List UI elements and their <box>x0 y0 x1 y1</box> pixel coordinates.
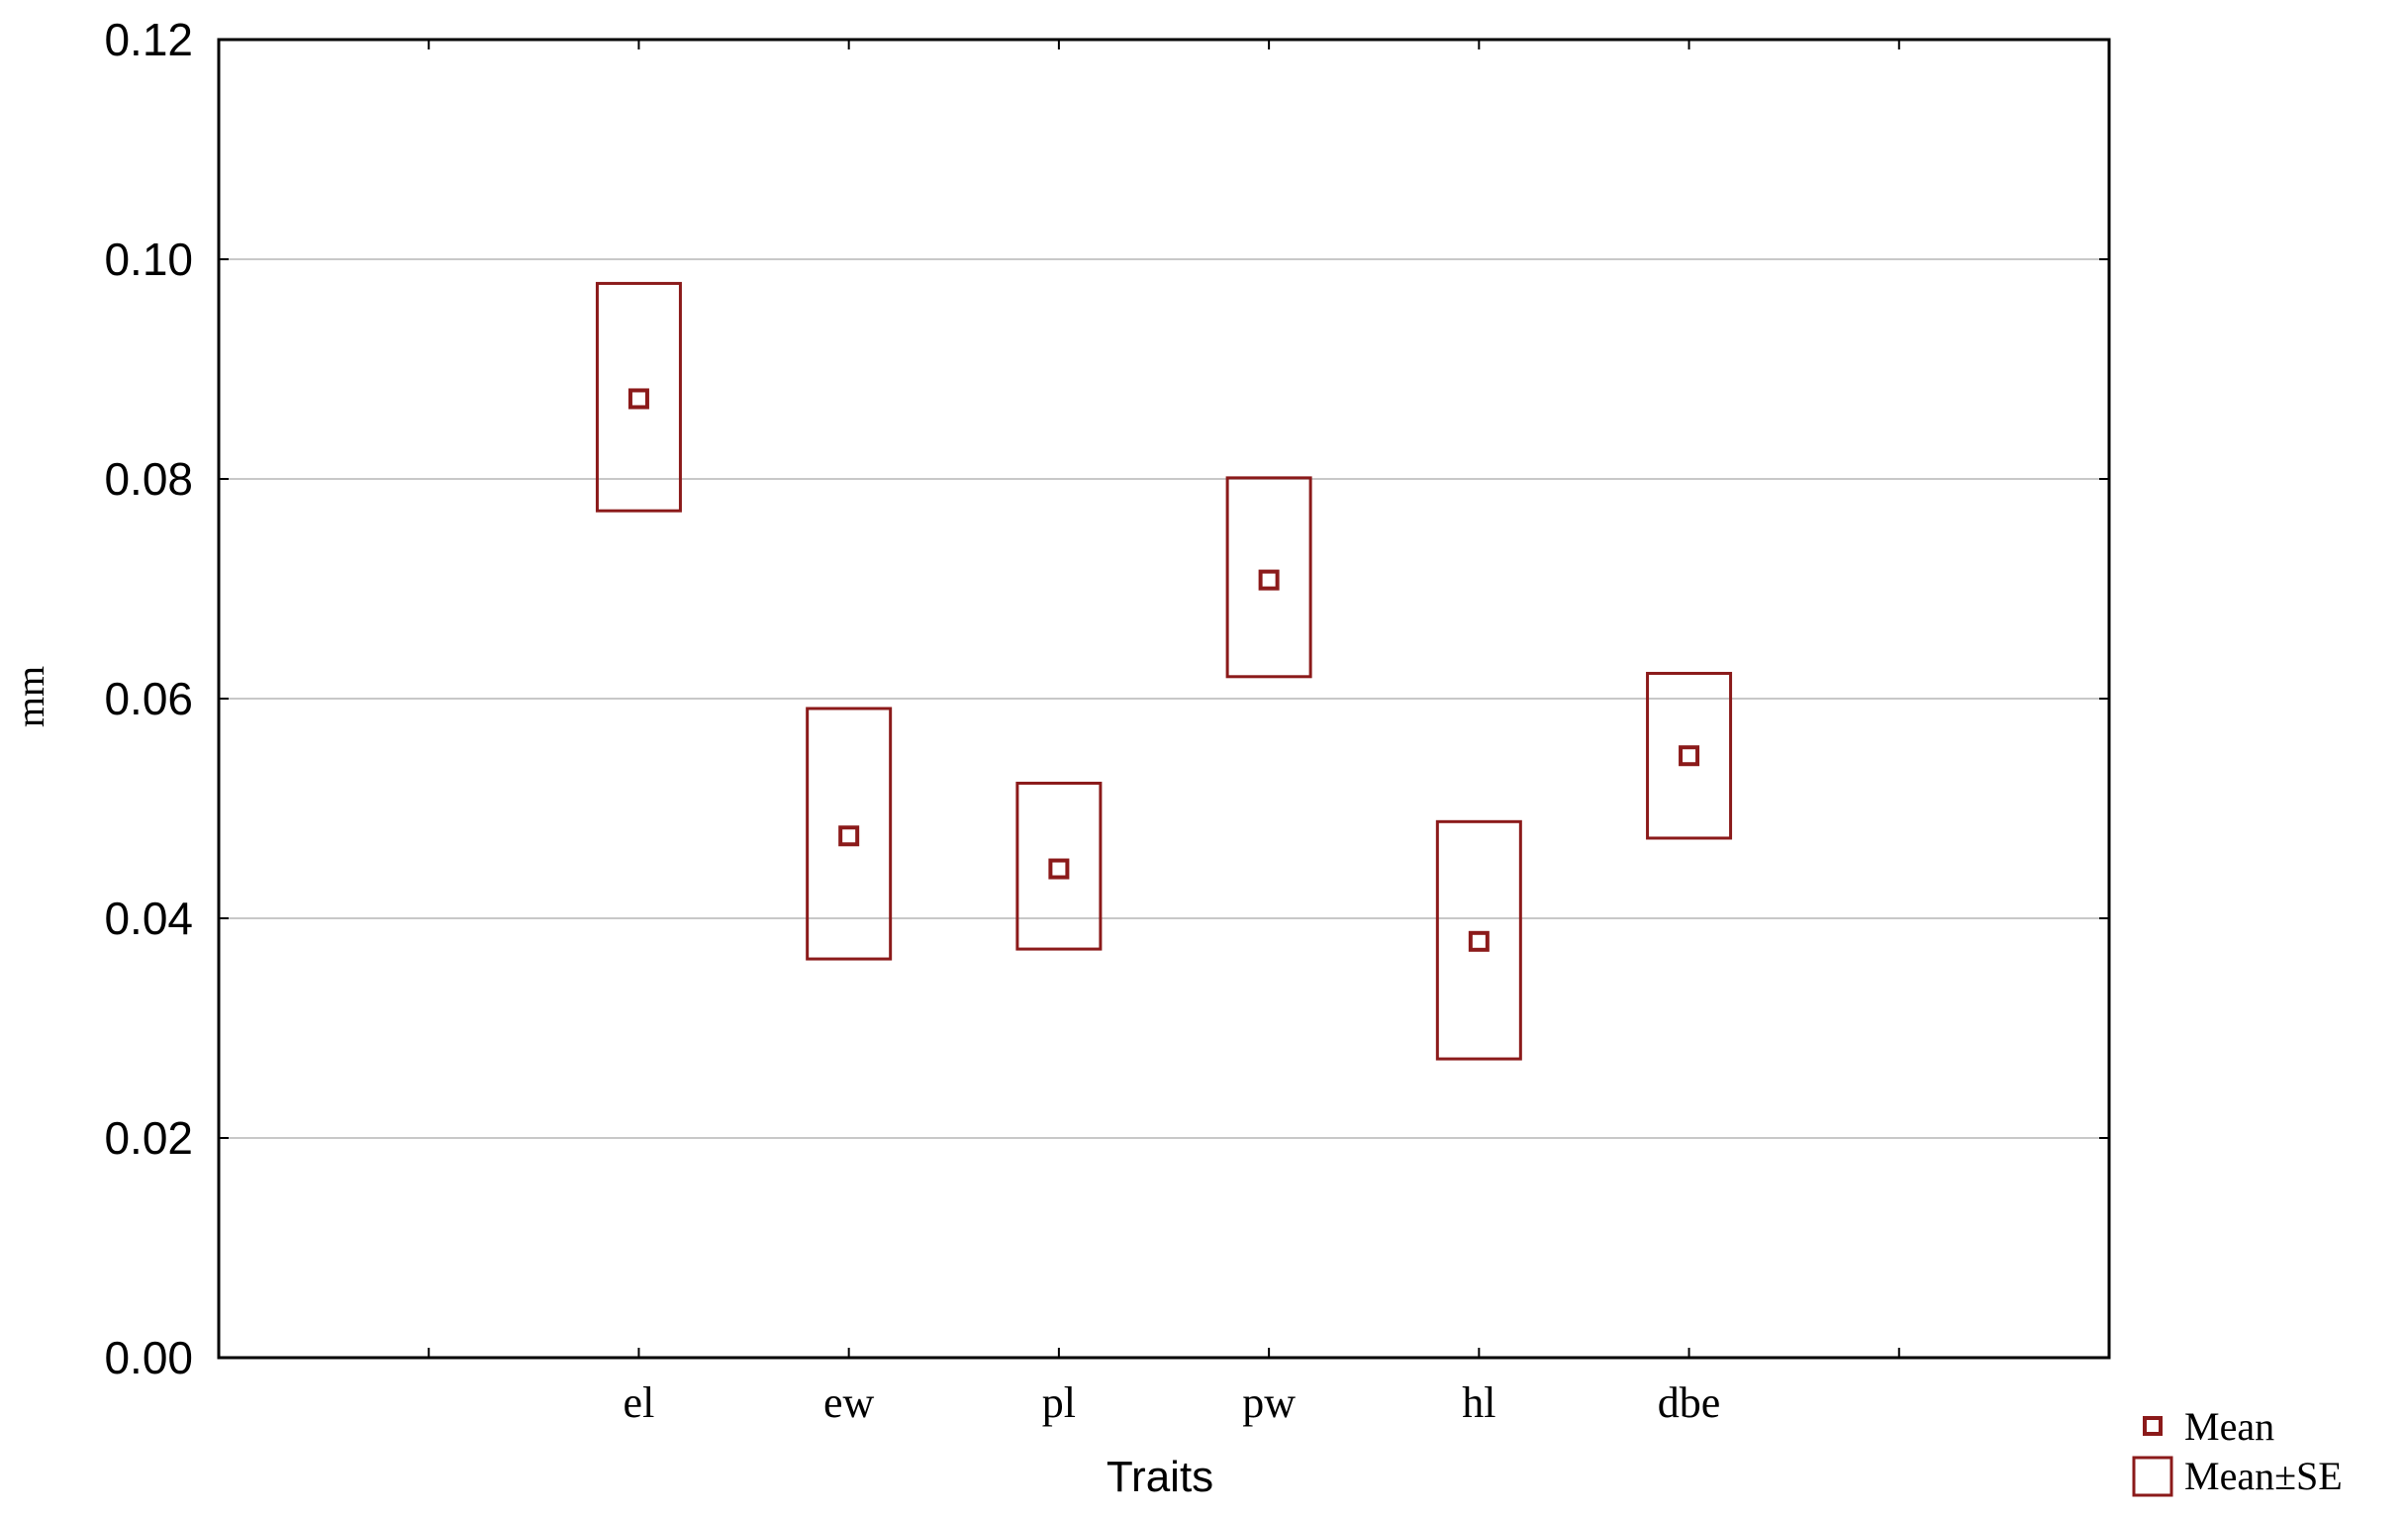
mean-point <box>1258 569 1280 591</box>
x-tick-label: pw <box>1242 1378 1296 1427</box>
legend-se-marker <box>2132 1456 2173 1497</box>
x-tick-label: dbe <box>1658 1378 1721 1427</box>
y-axis-title: mm <box>8 666 52 727</box>
y-tick-labels: 0.00 0.02 0.04 0.06 0.08 0.10 0.12 <box>104 14 193 1383</box>
se-box <box>806 707 893 961</box>
x-tick-label: hl <box>1462 1378 1495 1427</box>
y-tick-label: 0.12 <box>104 14 193 65</box>
x-tick-labels: el ew pl pw hl dbe <box>624 1378 1721 1427</box>
y-tick-label: 0.02 <box>104 1112 193 1164</box>
y-tick-label: 0.10 <box>104 234 193 285</box>
x-axis-title: Traits <box>1107 1453 1213 1501</box>
se-boxes <box>595 281 1733 1061</box>
se-box <box>1015 781 1103 951</box>
mean-point <box>627 388 649 410</box>
y-tick-label: 0.08 <box>104 453 193 505</box>
legend-mean-label: Mean <box>2184 1404 2274 1449</box>
y-tick-label: 0.06 <box>104 673 193 724</box>
se-box <box>1646 671 1733 840</box>
se-box <box>1225 476 1312 679</box>
x-tick-label: el <box>624 1378 655 1427</box>
legend-mean-marker <box>2143 1416 2163 1436</box>
y-tick-label: 0.00 <box>104 1332 193 1383</box>
x-tick-label: ew <box>823 1378 875 1427</box>
tick-marks <box>219 39 2109 1359</box>
mean-point <box>1048 858 1070 880</box>
mean-point <box>1679 745 1700 767</box>
mean-point <box>838 825 860 847</box>
gridlines <box>219 258 2109 1139</box>
x-tick-label: pl <box>1042 1378 1076 1427</box>
legend: Mean Mean±SE <box>2132 1404 2343 1498</box>
legend-se-label: Mean±SE <box>2184 1454 2343 1498</box>
se-box <box>1435 819 1522 1061</box>
mean-point <box>1468 930 1490 952</box>
mean-markers <box>627 388 1700 952</box>
y-tick-label: 0.04 <box>104 893 193 944</box>
se-box <box>595 281 682 513</box>
